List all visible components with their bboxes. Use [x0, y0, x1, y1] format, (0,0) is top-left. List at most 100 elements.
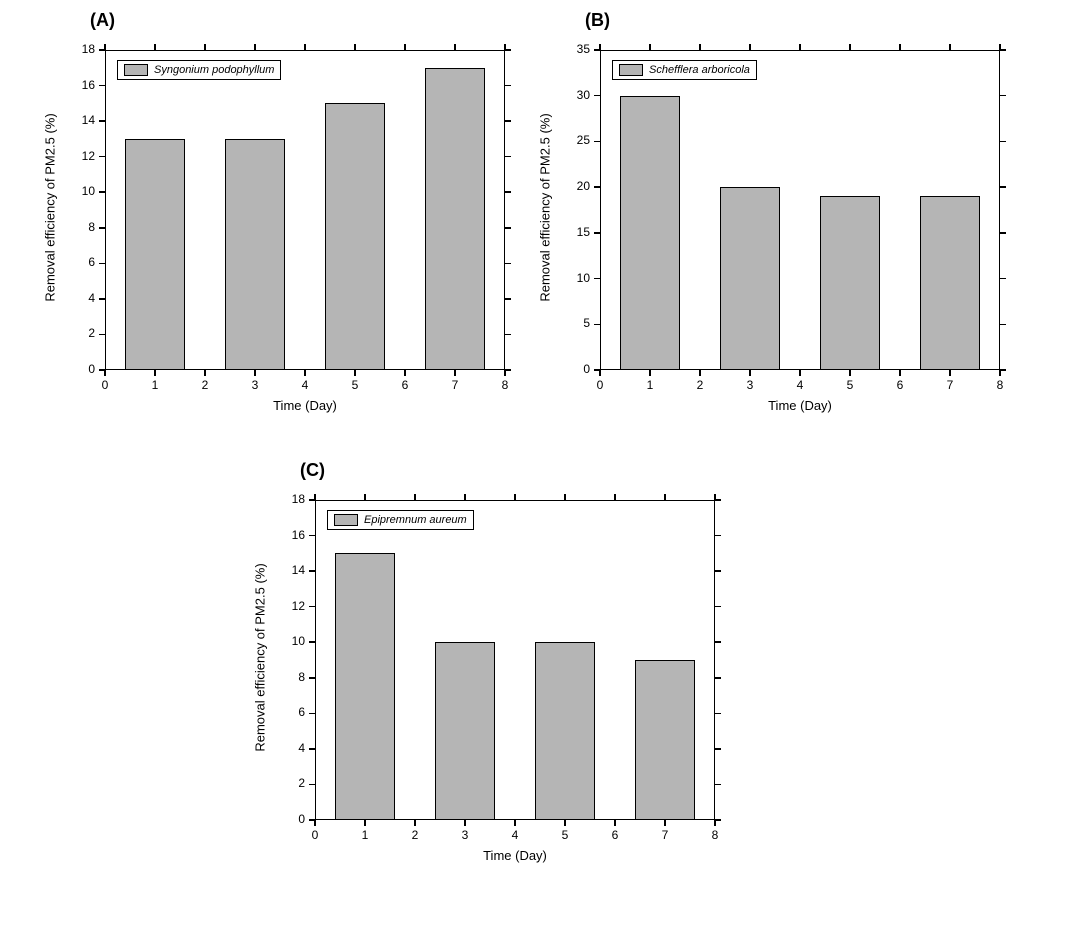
y-tick-label: 12	[73, 149, 95, 163]
x-tick	[514, 820, 516, 826]
y-tick	[715, 641, 721, 643]
x-tick	[104, 44, 106, 50]
x-tick-label: 4	[505, 828, 525, 842]
y-tick-label: 10	[283, 634, 305, 648]
x-tick	[849, 44, 851, 50]
x-tick-label: 3	[245, 378, 265, 392]
legend-b: Schefflera arboricola	[612, 60, 757, 80]
y-tick	[594, 278, 600, 280]
legend-swatch	[124, 64, 148, 76]
x-tick	[414, 494, 416, 500]
x-tick-label: 6	[395, 378, 415, 392]
x-tick	[799, 44, 801, 50]
y-tick	[99, 191, 105, 193]
y-tick-label: 5	[568, 316, 590, 330]
x-tick	[799, 370, 801, 376]
y-tick-label: 18	[283, 492, 305, 506]
x-tick	[664, 820, 666, 826]
y-tick	[505, 369, 511, 371]
x-tick	[714, 494, 716, 500]
y-tick-label: 14	[283, 563, 305, 577]
x-tick	[599, 370, 601, 376]
y-tick	[1000, 141, 1006, 143]
y-tick-label: 25	[568, 133, 590, 147]
y-tick	[309, 713, 315, 715]
y-axis-title-b: Removal efficiency of PM2.5 (%)	[538, 108, 553, 308]
y-tick	[594, 141, 600, 143]
y-tick	[505, 191, 511, 193]
x-tick	[314, 494, 316, 500]
y-tick	[1000, 49, 1006, 51]
y-tick	[715, 748, 721, 750]
bar	[820, 196, 880, 370]
x-tick	[204, 44, 206, 50]
x-tick	[354, 370, 356, 376]
y-tick	[715, 784, 721, 786]
x-tick-label: 3	[740, 378, 760, 392]
y-tick-label: 12	[283, 599, 305, 613]
y-tick	[99, 120, 105, 122]
x-tick-label: 5	[345, 378, 365, 392]
x-tick-label: 4	[790, 378, 810, 392]
y-tick	[715, 606, 721, 608]
x-tick	[699, 44, 701, 50]
x-tick	[364, 820, 366, 826]
y-tick	[309, 641, 315, 643]
legend-swatch	[619, 64, 643, 76]
legend-text: Schefflera arboricola	[649, 64, 750, 76]
bar	[125, 139, 185, 370]
bar	[535, 642, 595, 820]
x-tick-label: 0	[590, 378, 610, 392]
y-axis-title-a: Removal efficiency of PM2.5 (%)	[43, 108, 58, 308]
x-tick-label: 3	[455, 828, 475, 842]
x-tick	[504, 370, 506, 376]
bar	[620, 96, 680, 370]
x-tick	[354, 44, 356, 50]
x-tick-label: 8	[990, 378, 1010, 392]
y-tick	[99, 85, 105, 87]
y-tick-label: 2	[73, 326, 95, 340]
y-tick	[715, 570, 721, 572]
y-tick	[505, 334, 511, 336]
bar	[720, 187, 780, 370]
x-tick	[849, 370, 851, 376]
x-tick	[364, 494, 366, 500]
x-tick	[304, 44, 306, 50]
y-tick	[505, 49, 511, 51]
x-tick-label: 8	[705, 828, 725, 842]
bar	[635, 660, 695, 820]
y-tick	[309, 677, 315, 679]
y-tick	[715, 535, 721, 537]
x-tick	[464, 494, 466, 500]
bar	[920, 196, 980, 370]
x-axis-title-b: Time (Day)	[750, 398, 850, 413]
x-tick	[614, 494, 616, 500]
x-tick	[749, 370, 751, 376]
x-tick	[404, 44, 406, 50]
y-tick	[1000, 95, 1006, 97]
figure-container: (A)024681012141618012345678Syngonium pod…	[0, 0, 1091, 932]
y-tick-label: 0	[73, 362, 95, 376]
y-tick	[715, 677, 721, 679]
y-tick-label: 16	[283, 528, 305, 542]
x-tick-label: 7	[445, 378, 465, 392]
y-tick	[1000, 186, 1006, 188]
y-tick	[309, 570, 315, 572]
y-tick	[309, 784, 315, 786]
x-tick	[899, 370, 901, 376]
x-tick	[154, 370, 156, 376]
panel-label-b: (B)	[585, 10, 610, 31]
x-tick	[514, 494, 516, 500]
x-tick-label: 6	[605, 828, 625, 842]
y-tick-label: 14	[73, 113, 95, 127]
x-tick	[564, 820, 566, 826]
x-tick-label: 4	[295, 378, 315, 392]
y-tick	[505, 263, 511, 265]
y-tick	[99, 227, 105, 229]
y-tick-label: 8	[73, 220, 95, 234]
y-tick-label: 6	[283, 705, 305, 719]
x-tick	[454, 370, 456, 376]
x-tick	[649, 370, 651, 376]
x-tick	[504, 44, 506, 50]
y-tick	[1000, 324, 1006, 326]
